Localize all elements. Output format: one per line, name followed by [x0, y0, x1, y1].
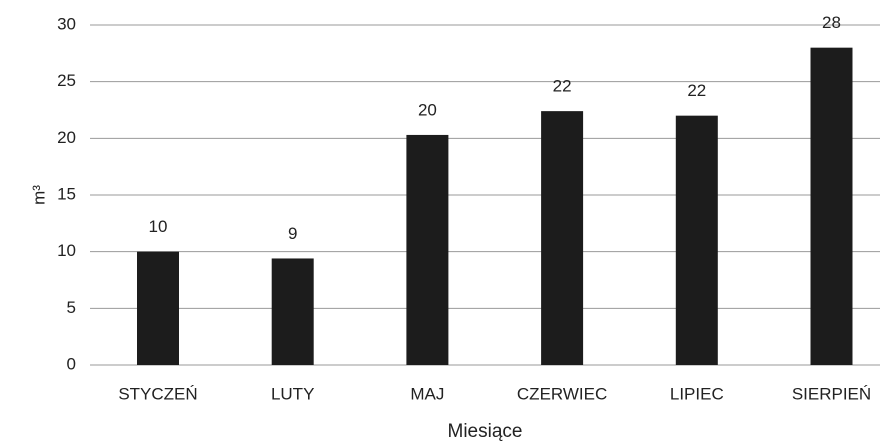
x-tick-label: LUTY [271, 384, 314, 403]
x-tick-label: CZERWIEC [517, 384, 607, 403]
data-label: 9 [288, 224, 297, 243]
y-tick-label: 15 [57, 184, 76, 203]
x-tick-label: MAJ [410, 384, 444, 403]
bar [810, 47, 853, 366]
data-label: 22 [553, 77, 572, 96]
data-label: 10 [149, 217, 168, 236]
bar [675, 115, 718, 366]
x-axis-title: Miesiące [448, 421, 523, 442]
data-label: 28 [822, 13, 841, 32]
x-tick-label: STYCZEŃ [118, 384, 197, 403]
y-tick-label: 25 [57, 71, 76, 90]
data-label: 20 [418, 100, 437, 119]
y-tick-label: 0 [67, 354, 76, 373]
y-tick-label: 5 [67, 298, 76, 317]
y-tick-label: 20 [57, 128, 76, 147]
bar [271, 258, 314, 365]
y-tick-label: 30 [57, 14, 76, 33]
x-tick-label: LIPIEC [670, 384, 724, 403]
y-axis-title: m³ [29, 185, 48, 205]
x-tick-label: SIERPIEŃ [792, 384, 871, 403]
bar [406, 134, 449, 365]
bar [541, 111, 584, 365]
bar [137, 251, 179, 365]
data-label: 22 [687, 81, 706, 100]
y-tick-label: 10 [57, 241, 76, 260]
